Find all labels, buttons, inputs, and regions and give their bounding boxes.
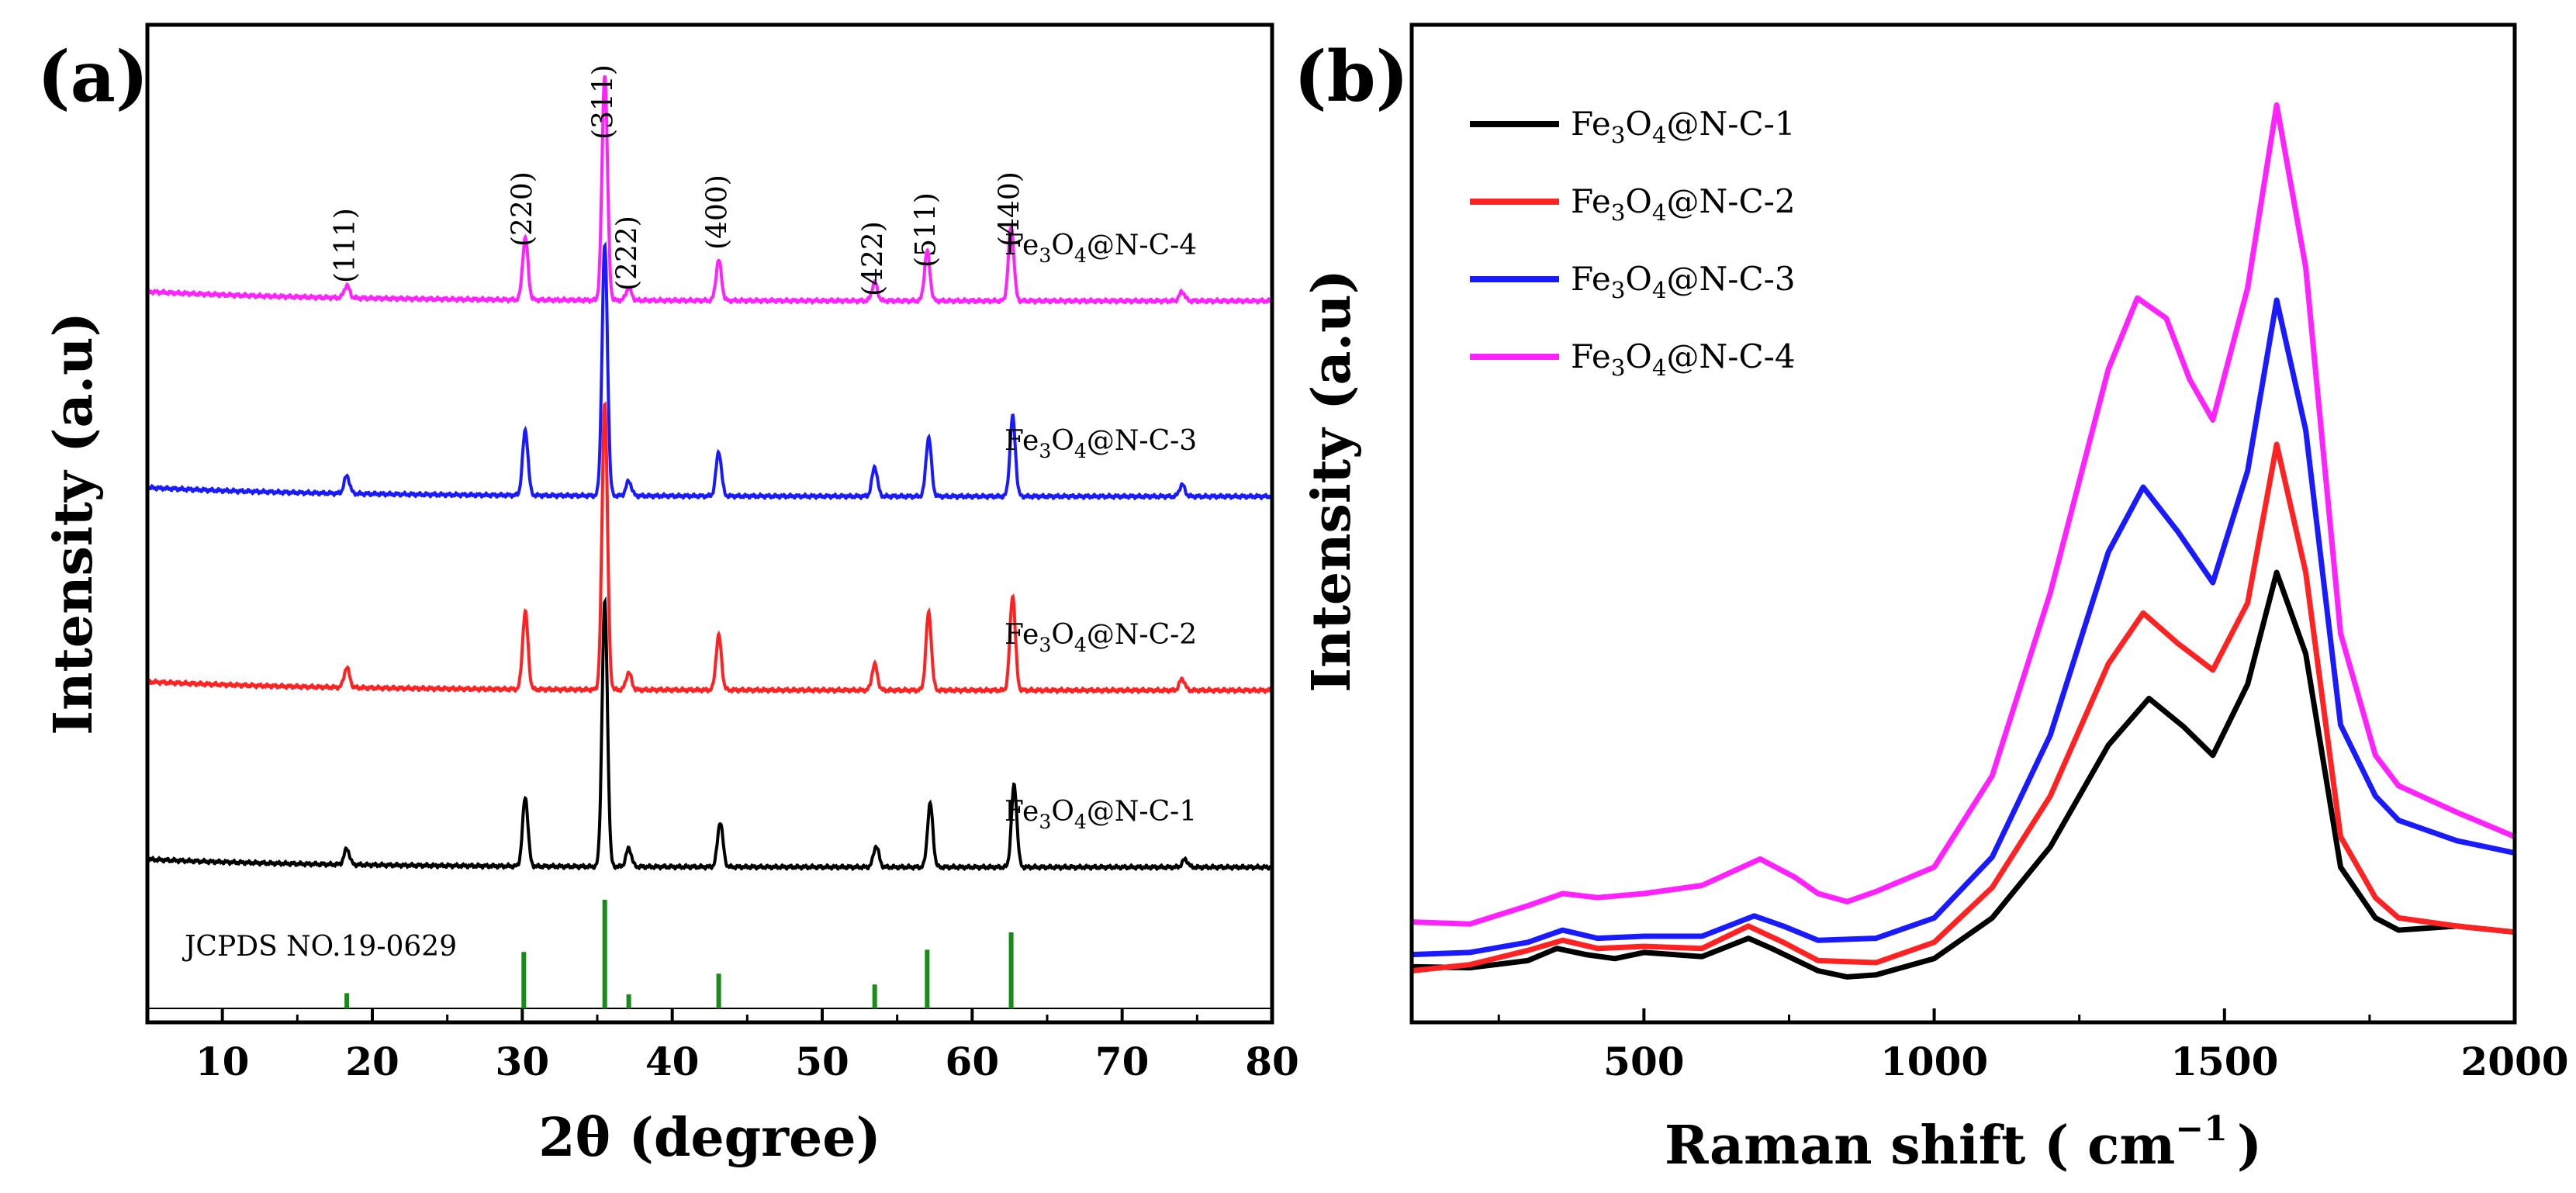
xrd-axes-frame bbox=[145, 22, 1274, 1025]
xrd-x-tick-label-8: 80 bbox=[1245, 1039, 1299, 1084]
peak-label-2: (220) bbox=[507, 171, 538, 247]
peak-label-7: (511) bbox=[910, 192, 942, 268]
legend-label-3: Fe3O4@N-C-3 bbox=[1571, 260, 1796, 303]
xrd-panel: (a) Fe3O4@N-C-1Fe3O4@N-C-2Fe3O4@N-C-3Fe3… bbox=[37, 22, 1299, 1169]
raman-axes-frame bbox=[1409, 22, 2517, 1025]
legend-label-4: Fe3O4@N-C-4 bbox=[1571, 337, 1796, 381]
raman-plot-area bbox=[1411, 102, 2516, 980]
xrd-series-label-2: Fe3O4@N-C-2 bbox=[1004, 619, 1197, 656]
xrd-series-label-1: Fe3O4@N-C-1 bbox=[1004, 796, 1197, 833]
xrd-x-tick-label-4: 40 bbox=[645, 1039, 700, 1084]
xrd-x-ticks: 10 20 30 40 50 60 70 80 bbox=[146, 1008, 1299, 1084]
xrd-x-axis-title: 2θ (degree) bbox=[538, 1107, 880, 1169]
panel-b-label: (b) bbox=[1294, 36, 1409, 118]
raman-x-tick-label-1: 500 bbox=[1603, 1039, 1684, 1084]
raman-line-1 bbox=[1411, 569, 2515, 980]
peak-label-5: (400) bbox=[702, 175, 734, 250]
xrd-series-label-3: Fe3O4@N-C-3 bbox=[1004, 425, 1197, 462]
legend-label-1: Fe3O4@N-C-1 bbox=[1571, 105, 1796, 148]
raman-x-tick-label-3: 1500 bbox=[2170, 1039, 2278, 1084]
raman-x-axis-title: Raman shift ( cm−1) bbox=[1665, 1109, 2262, 1177]
raman-line-2 bbox=[1411, 441, 2515, 973]
xrd-line-2 bbox=[146, 401, 1274, 695]
raman-legend: Fe3O4@N-C-1 Fe3O4@N-C-2 Fe3O4@N-C-3 Fe3O4@N… bbox=[1470, 105, 1796, 381]
raman-y-axis-title: Intensity (a.u) bbox=[1301, 269, 1363, 693]
peak-label-3: (311) bbox=[588, 64, 620, 140]
xrd-x-tick-label-7: 70 bbox=[1095, 1039, 1150, 1084]
xrd-series-label-4: Fe3O4@N-C-4 bbox=[1004, 230, 1197, 267]
raman-line-4 bbox=[1411, 102, 2516, 927]
xrd-x-tick-label-1: 10 bbox=[195, 1039, 250, 1084]
peak-label-6: (422) bbox=[858, 221, 890, 296]
raman-line-3 bbox=[1411, 297, 2515, 958]
xrd-line-3 bbox=[147, 241, 1274, 501]
raman-panel: (b) 500 1000 1500 2000 Fe3O4@N-C-1Fe3O4@N-C… bbox=[1294, 22, 2569, 1177]
raman-x-tick-label-4: 2000 bbox=[2460, 1039, 2568, 1084]
xrd-line-4 bbox=[146, 74, 1273, 306]
xrd-x-tick-label-5: 50 bbox=[795, 1039, 849, 1084]
xrd-y-axis-title: Intensity (a.u) bbox=[43, 312, 105, 735]
xrd-line-1 bbox=[146, 596, 1273, 872]
xrd-x-tick-label-2: 20 bbox=[345, 1039, 399, 1084]
raman-x-tick-label-2: 1000 bbox=[1880, 1039, 1988, 1084]
raman-x-ticks: 500 1000 1500 2000 bbox=[1497, 1008, 2569, 1084]
legend-label-2: Fe3O4@N-C-2 bbox=[1571, 182, 1796, 226]
peak-label-1: (111) bbox=[330, 208, 361, 283]
peak-label-4: (222) bbox=[612, 216, 644, 291]
reference-label: JCPDS NO.19-0629 bbox=[182, 931, 457, 963]
panel-a-label: (a) bbox=[37, 36, 148, 118]
peak-label-8: (440) bbox=[994, 171, 1026, 247]
xrd-plot-area: Fe3O4@N-C-1 Fe3O4@N-C-2 Fe3O4@N-C-3 Fe3O4@N… bbox=[146, 64, 1274, 1009]
xrd-x-tick-label-6: 60 bbox=[946, 1039, 1000, 1084]
xrd-x-tick-label-3: 30 bbox=[496, 1039, 550, 1084]
